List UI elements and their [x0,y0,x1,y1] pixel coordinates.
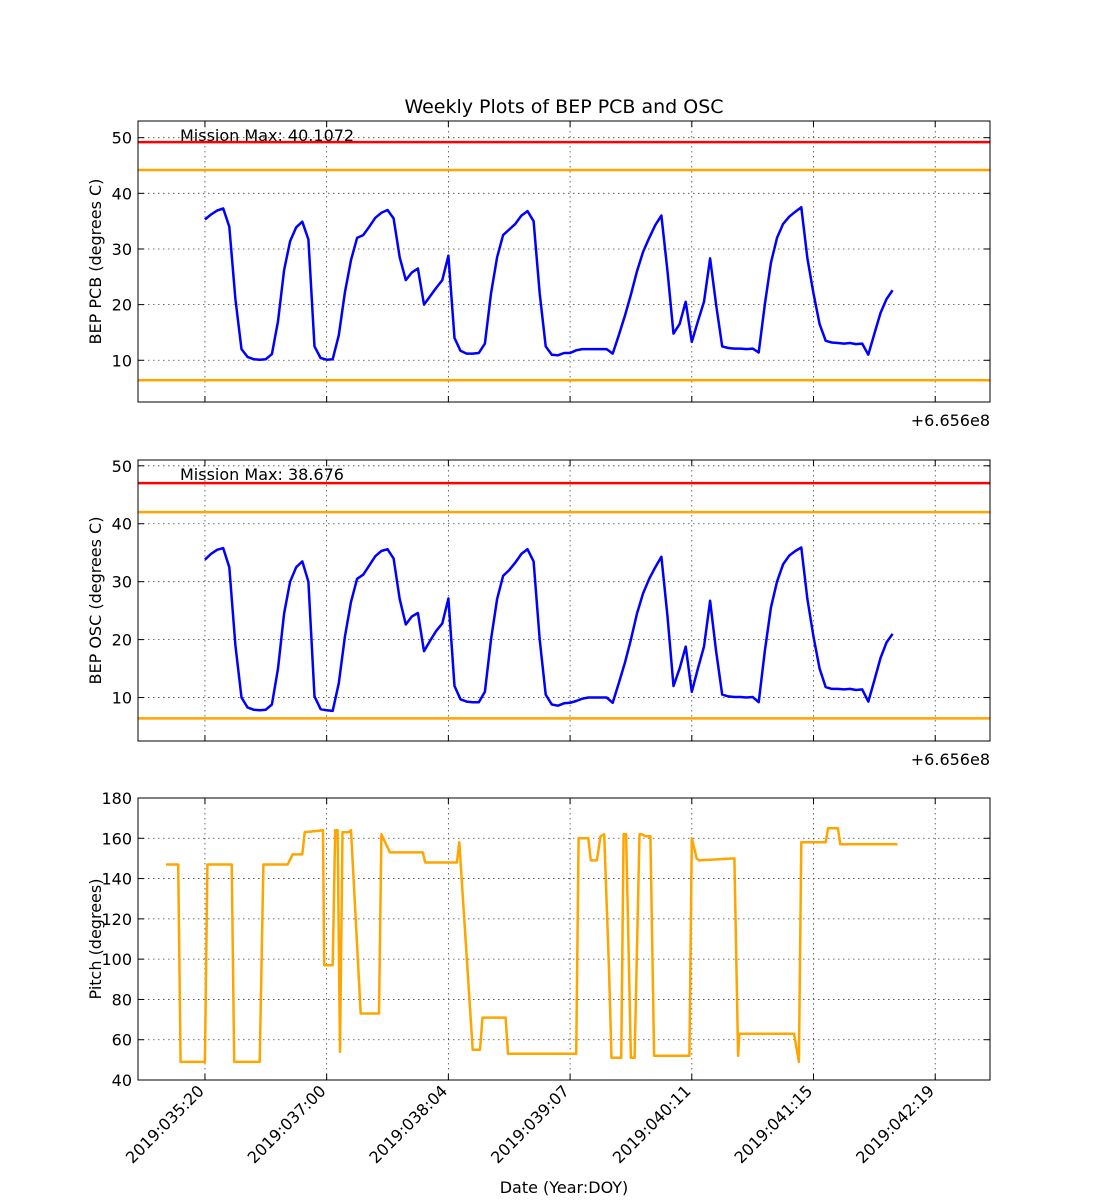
x-tick-label: 2019:035:20 [122,1081,208,1167]
y-axis-label: BEP PCB (degrees C) [86,179,105,345]
y-tick-label: 40 [112,515,132,534]
x-tick-label: 2019:037:00 [244,1081,330,1167]
y-tick-label: 180 [101,789,132,808]
plot-frame [137,797,991,1081]
y-tick-label: 120 [101,910,132,929]
x-tick-label: 2019:040:11 [609,1081,695,1167]
y-tick-label: 20 [112,296,132,315]
y-tick-label: 10 [112,351,132,370]
panel-pitch: 40 60 80 100 120 140 160 180 2019:035:20 2019:037… [86,789,991,1167]
y-tick-label: 60 [112,1031,132,1050]
x-tick-label: 2019:042:19 [852,1081,938,1167]
y-tick-label: 50 [112,457,132,476]
y-tick-label: 80 [112,990,132,1009]
plot-frame [137,459,991,742]
x-tick-label: 2019:041:15 [730,1081,816,1167]
plot-frame [137,120,991,403]
y-tick-label: 40 [112,1071,132,1090]
figure-title: Weekly Plots of BEP PCB and OSC [404,96,723,118]
y-tick-label: 20 [112,631,132,650]
mission-max-annotation: Mission Max: 40.1072 [180,126,354,145]
y-axis-label: Pitch (degrees) [86,879,105,1000]
x-tick-label: 2019:038:04 [365,1081,451,1167]
y-tick-label: 140 [101,870,132,889]
data-series-line [166,826,898,1064]
data-series-line [204,205,894,361]
x-offset-label: +6.656e8 [911,750,990,769]
x-axis-label: Date (Year:DOY) [500,1178,629,1197]
y-tick-label: 30 [112,573,132,592]
y-tick-label: 50 [112,129,132,148]
x-offset-label: +6.656e8 [911,411,990,430]
panel-bep-pcb: 10 20 30 40 50 +6.656e8 Mission Max: 40.1072 BE… [86,120,991,430]
y-tick-label: 100 [101,950,132,969]
y-tick-label: 40 [112,184,132,203]
mission-max-annotation: Mission Max: 38.676 [180,465,344,484]
x-tick-label: 2019:039:07 [487,1081,573,1167]
y-tick-label: 10 [112,689,132,708]
y-tick-label: 30 [112,240,132,259]
panel-bep-osc: 10 20 30 40 50 +6.656e8 Mission Max: 38.676 BEP… [86,457,991,769]
y-tick-label: 160 [101,829,132,848]
y-axis-label: BEP OSC (degrees C) [86,517,105,685]
data-series-line [204,546,894,713]
